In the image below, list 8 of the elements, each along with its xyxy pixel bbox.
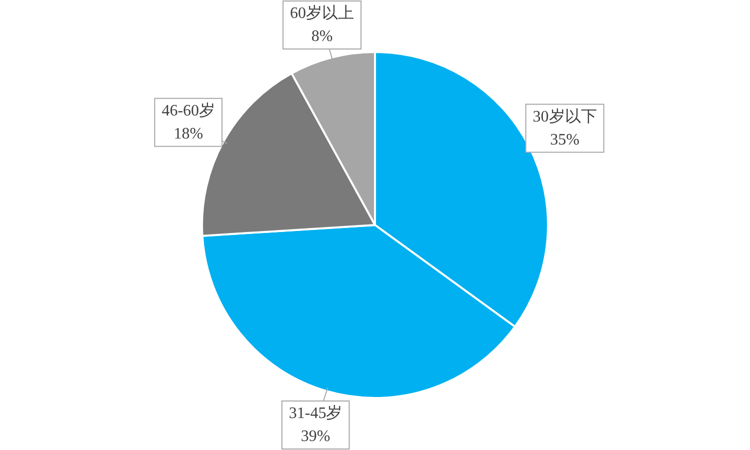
- data-label: 39%: [300, 428, 330, 446]
- slice-label: 30岁以下: [532, 108, 597, 126]
- slice-label: 31-45岁: [288, 404, 342, 422]
- slice-label: 60岁以上: [290, 4, 354, 22]
- data-label: 35%: [550, 132, 580, 149]
- data-label: 18%: [174, 126, 204, 143]
- slice-label: 46-60岁: [162, 102, 216, 120]
- data-label: 8%: [311, 28, 333, 46]
